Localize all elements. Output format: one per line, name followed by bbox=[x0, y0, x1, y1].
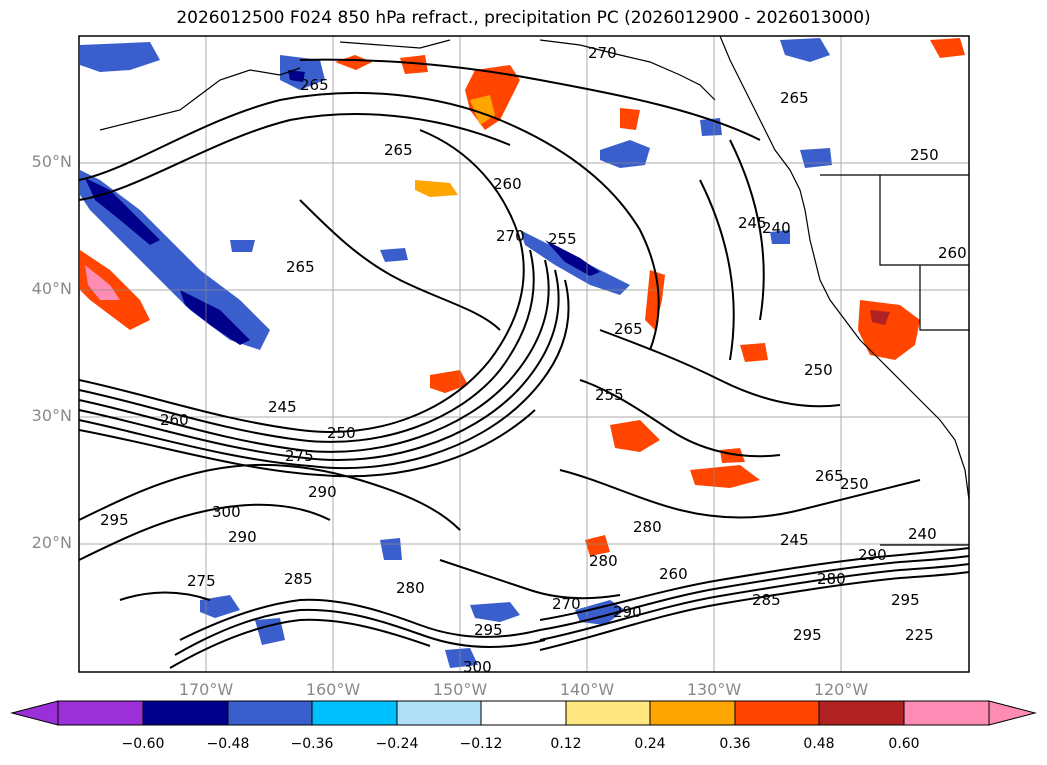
contour-label: 270 bbox=[496, 227, 525, 245]
lon-label-120w: 120°W bbox=[813, 680, 869, 699]
contour-label: 275 bbox=[285, 447, 314, 465]
contour-label: 280 bbox=[817, 570, 846, 588]
lat-label-30n: 30°N bbox=[31, 406, 72, 425]
lon-label-170w: 170°W bbox=[178, 680, 234, 699]
contour-label: 280 bbox=[589, 552, 618, 570]
lat-label-40n: 40°N bbox=[31, 279, 72, 298]
contour-label: 265 bbox=[286, 258, 315, 276]
colorbar-segment bbox=[818, 700, 905, 726]
plot-frame bbox=[78, 35, 970, 673]
contour-label: 300 bbox=[463, 658, 492, 676]
contour-label: 265 bbox=[614, 320, 643, 338]
contour-label: 250 bbox=[804, 361, 833, 379]
contour-label: 250 bbox=[327, 424, 356, 442]
contour-label: 295 bbox=[100, 511, 129, 529]
contour-label: 260 bbox=[938, 244, 967, 262]
contour-label: 290 bbox=[228, 528, 257, 546]
colorbar-tick-label: 0.60 bbox=[888, 736, 920, 752]
lon-label-130w: 130°W bbox=[686, 680, 742, 699]
lon-label-160w: 160°W bbox=[305, 680, 361, 699]
contour-label: 240 bbox=[762, 219, 791, 237]
contour-label: 245 bbox=[780, 531, 809, 549]
precip-shading bbox=[80, 38, 965, 668]
colorbar-tick-label: −0.12 bbox=[459, 736, 503, 752]
contour-label: 250 bbox=[840, 475, 869, 493]
colorbar-segment bbox=[142, 700, 229, 726]
contour-label: 290 bbox=[858, 546, 887, 564]
refractivity-contours bbox=[78, 58, 970, 669]
contour-label: 295 bbox=[474, 621, 503, 639]
colorbar-segment bbox=[649, 700, 736, 726]
contour-label: 265 bbox=[384, 141, 413, 159]
lat-label-20n: 20°N bbox=[31, 533, 72, 552]
lon-label-140w: 140°W bbox=[559, 680, 615, 699]
contour-label: 270 bbox=[588, 44, 617, 62]
contour-label: 275 bbox=[187, 572, 216, 590]
contour-label: 245 bbox=[268, 398, 297, 416]
contour-label: 280 bbox=[396, 579, 425, 597]
contour-label: 290 bbox=[308, 483, 337, 501]
contour-label: 260 bbox=[160, 411, 189, 429]
contour-label: 240 bbox=[908, 525, 937, 543]
contour-label: 260 bbox=[493, 175, 522, 193]
colorbar-tick-label: −0.24 bbox=[375, 736, 419, 752]
colorbar-tick-label: 0.12 bbox=[550, 736, 582, 752]
coastlines bbox=[99, 35, 970, 546]
contour-label: 290 bbox=[613, 603, 642, 621]
contour-label: 245 bbox=[738, 214, 767, 232]
colorbar-segment bbox=[396, 700, 482, 726]
map-title: 2026012500 F024 850 hPa refract., precip… bbox=[176, 8, 871, 28]
contour-label: 250 bbox=[910, 146, 939, 164]
colorbar-tick-label: −0.48 bbox=[206, 736, 250, 752]
contour-label: 255 bbox=[548, 230, 577, 248]
colorbar bbox=[10, 700, 1037, 726]
colorbar-segment bbox=[57, 700, 144, 726]
lat-label-50n: 50°N bbox=[31, 152, 72, 171]
colorbar-tick-label: −0.36 bbox=[290, 736, 334, 752]
contour-label: 285 bbox=[284, 570, 313, 588]
contour-labels: 265 270 265 260 265 270 255 265 255 245 … bbox=[100, 44, 967, 676]
lon-label-150w: 150°W bbox=[432, 680, 488, 699]
contour-label: 270 bbox=[552, 595, 581, 613]
colorbar-tick-label: 0.48 bbox=[803, 736, 835, 752]
contour-label: 260 bbox=[659, 565, 688, 583]
colorbar-tick-label: 0.36 bbox=[719, 736, 751, 752]
colorbar-segment bbox=[734, 700, 820, 726]
contour-label: 265 bbox=[815, 467, 844, 485]
contour-label: 225 bbox=[905, 626, 934, 644]
contour-label: 285 bbox=[752, 591, 781, 609]
colorbar-segment bbox=[565, 700, 651, 726]
contour-label: 300 bbox=[212, 503, 241, 521]
contour-label: 295 bbox=[891, 591, 920, 609]
colorbar-tick-label: −0.60 bbox=[121, 736, 165, 752]
colorbar-tick-label: 0.24 bbox=[634, 736, 666, 752]
contour-label: 280 bbox=[633, 518, 662, 536]
contour-label: 255 bbox=[595, 386, 624, 404]
colorbar-segment bbox=[227, 700, 313, 726]
colorbar-extend-high bbox=[988, 700, 1037, 726]
contour-label: 265 bbox=[780, 89, 809, 107]
colorbar-segment bbox=[903, 700, 990, 726]
colorbar-extend-low bbox=[10, 700, 59, 726]
colorbar-segment bbox=[480, 700, 567, 726]
contour-label: 295 bbox=[793, 626, 822, 644]
colorbar-segment bbox=[311, 700, 398, 726]
contour-label: 265 bbox=[300, 76, 329, 94]
